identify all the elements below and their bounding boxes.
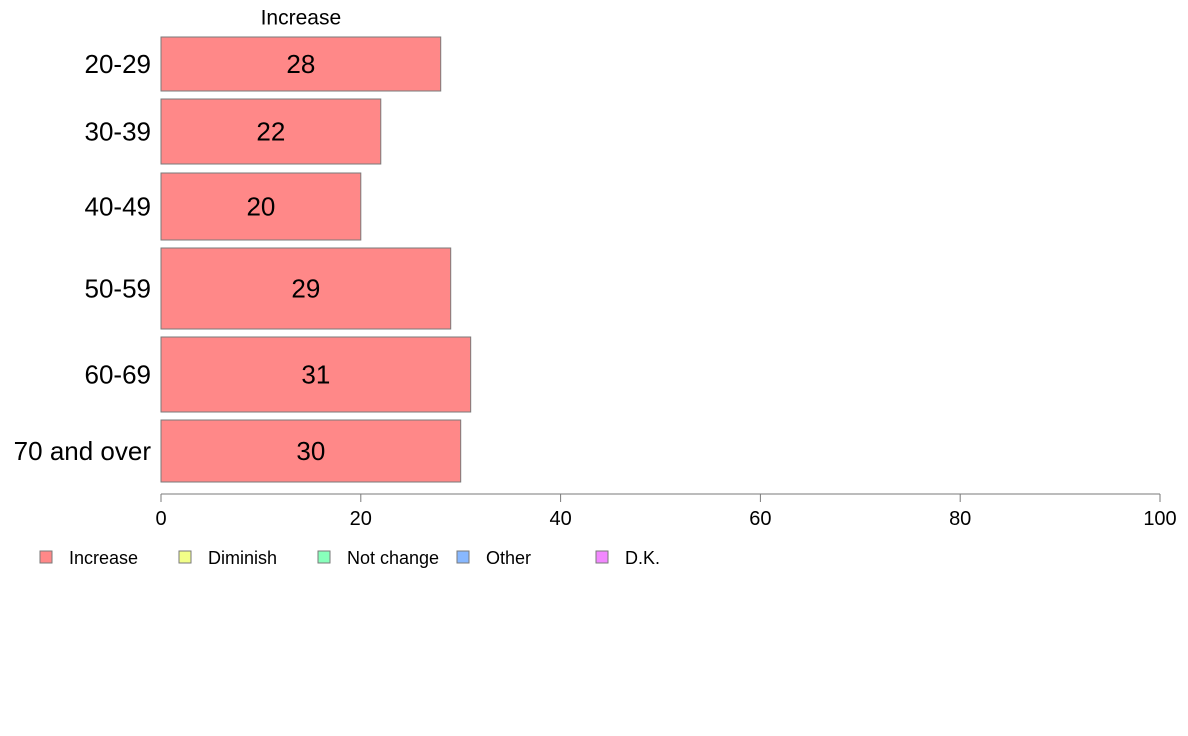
legend-swatch [317,550,331,564]
bar [160,36,442,92]
legend-label: Other [486,548,531,568]
category-label: 50-59 [85,274,152,304]
category-label: 70 and over [14,436,152,466]
legend-swatch [178,550,192,564]
series-name-label: Increase [261,7,342,30]
bar [160,419,462,483]
x-tick-label: 40 [549,508,571,530]
legend-label: D.K. [625,548,660,568]
series-labels: Increase [261,7,342,30]
x-tick-label: 80 [949,508,971,530]
x-tick-label: 20 [350,508,372,530]
legend: Increase Diminish Not change Other D.K. [39,548,660,568]
bar-value-label: 20 [246,192,275,222]
category-label: 30-39 [85,117,152,147]
legend-swatch [595,550,609,564]
bar-value-label: 29 [291,274,320,304]
bar-value-label: 30 [296,436,325,466]
x-tick-label: 0 [155,508,166,530]
bar [160,336,472,413]
legend-label: Increase [69,548,138,568]
bar [160,247,452,330]
category-label: 40-49 [85,192,152,222]
x-tick-label: 60 [749,508,771,530]
legend-swatch [456,550,470,564]
legend-label: Not change [347,548,439,568]
x-tick-label: 100 [1143,508,1176,530]
legend-swatch [39,550,53,564]
bars: 20-29 28 30-39 22 40-49 20 50-59 29 60-69 31 70 an… [14,36,472,483]
legend-label: Diminish [208,548,277,568]
category-label: 60-69 [85,360,152,390]
bar-value-label: 31 [301,360,330,390]
category-label: 20-29 [85,49,152,79]
bar-value-label: 22 [256,117,285,147]
bar [160,172,362,241]
bar-value-label: 28 [286,49,315,79]
bar [160,98,382,165]
x-axis: 0 20 40 60 80 100 [155,493,1177,530]
